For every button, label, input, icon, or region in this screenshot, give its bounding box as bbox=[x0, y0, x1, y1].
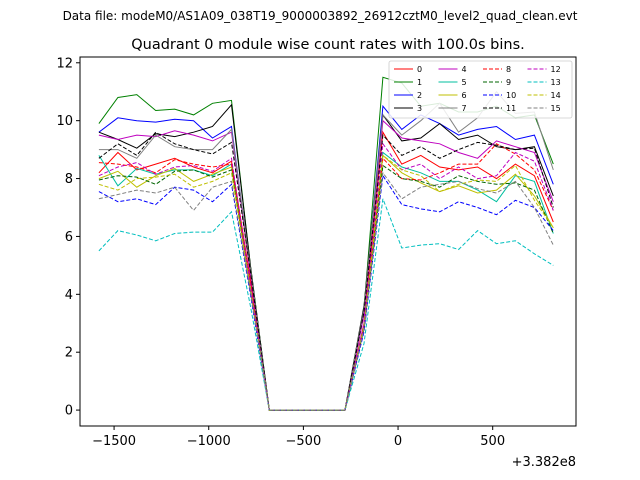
legend-label-5: 5 bbox=[462, 78, 467, 87]
series-line-6 bbox=[98, 154, 554, 411]
legend-label-1: 1 bbox=[417, 78, 422, 87]
legend-label-6: 6 bbox=[462, 91, 467, 100]
legend-label-10: 10 bbox=[506, 91, 516, 100]
y-tick-label: 6 bbox=[65, 230, 73, 245]
y-axis: 0 2 4 6 8 10 12 bbox=[56, 56, 80, 419]
legend-label-13: 13 bbox=[551, 78, 561, 87]
legend-label-14: 14 bbox=[551, 91, 561, 100]
series-line-15 bbox=[98, 171, 554, 411]
offset-text: +3.382e8 bbox=[512, 455, 576, 470]
legend-label-7: 7 bbox=[462, 104, 467, 113]
legend-label-12: 12 bbox=[551, 65, 561, 74]
y-tick-label: 2 bbox=[65, 346, 73, 361]
series-line-3 bbox=[98, 103, 554, 411]
chart-title: Quadrant 0 module wise count rates with … bbox=[131, 37, 525, 53]
series-line-8 bbox=[98, 143, 554, 411]
x-tick-label: −1000 bbox=[187, 434, 231, 449]
legend-label-8: 8 bbox=[506, 65, 511, 74]
series-line-13 bbox=[98, 198, 554, 411]
legend-label-3: 3 bbox=[417, 104, 422, 113]
x-tick-label: 0 bbox=[394, 434, 402, 449]
y-tick-label: 12 bbox=[56, 56, 73, 71]
axes-frame bbox=[79, 56, 577, 427]
series-line-1 bbox=[98, 76, 554, 411]
x-tick-label: −1500 bbox=[92, 434, 136, 449]
series-line-11 bbox=[98, 131, 554, 411]
series-line-0 bbox=[98, 130, 554, 411]
x-axis: −1500 −1000 −500 0 500 bbox=[92, 426, 505, 449]
legend-label-0: 0 bbox=[417, 65, 422, 74]
data-file-header: Data file: modeM0/AS1A09_038T19_90000038… bbox=[63, 9, 578, 23]
legend-label-11: 11 bbox=[506, 104, 516, 113]
series-line-9 bbox=[98, 164, 554, 411]
y-tick-label: 4 bbox=[65, 288, 73, 303]
legend-label-9: 9 bbox=[506, 78, 511, 87]
y-tick-label: 8 bbox=[65, 172, 73, 187]
series-line-4 bbox=[98, 119, 554, 411]
series-line-10 bbox=[98, 174, 554, 411]
y-tick-label: 0 bbox=[65, 404, 73, 419]
legend-label-15: 15 bbox=[551, 104, 561, 113]
series-line-5 bbox=[98, 151, 554, 411]
x-tick-label: −500 bbox=[286, 434, 322, 449]
legend-label-2: 2 bbox=[417, 91, 422, 100]
legend-label-4: 4 bbox=[462, 65, 467, 74]
plot-area bbox=[98, 76, 554, 411]
legend-box bbox=[388, 60, 573, 119]
series-line-14 bbox=[98, 154, 554, 411]
y-tick-label: 10 bbox=[56, 114, 73, 129]
series-line-12 bbox=[98, 142, 554, 411]
x-tick-label: 500 bbox=[480, 434, 505, 449]
